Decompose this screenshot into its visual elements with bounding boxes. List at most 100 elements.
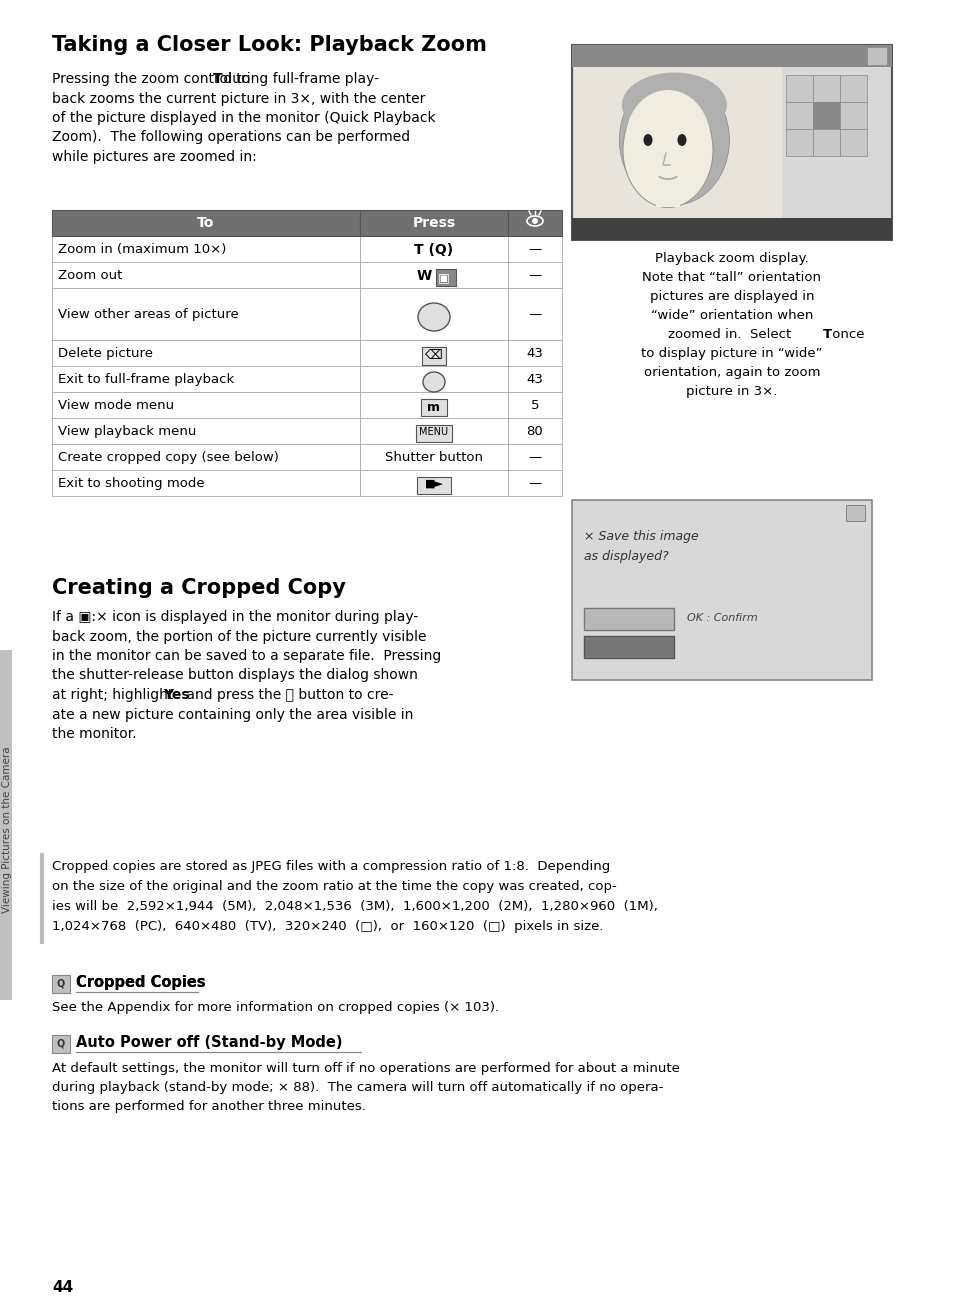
Text: back zooms the current picture in 3×, with the center: back zooms the current picture in 3×, wi…: [52, 92, 425, 105]
Bar: [572, 45, 891, 240]
Text: Viewing Pictures on the Camera: Viewing Pictures on the Camera: [2, 746, 12, 913]
Text: ■:×: ■:×: [597, 49, 617, 59]
Text: tions are performed for another three minutes.: tions are performed for another three mi…: [52, 1100, 366, 1113]
Text: —: —: [528, 451, 541, 464]
Bar: [0, 650, 12, 1000]
Text: Yes: Yes: [163, 689, 190, 702]
Ellipse shape: [677, 134, 686, 146]
Text: Delete picture: Delete picture: [58, 347, 152, 360]
Bar: [359, 288, 507, 340]
Text: At default settings, the monitor will turn off if no operations are performed fo: At default settings, the monitor will tu…: [52, 1062, 679, 1075]
Bar: [52, 261, 359, 288]
Text: Exit to shooting mode: Exit to shooting mode: [58, 477, 204, 490]
Text: Cropped copies are stored as JPEG files with a compression ratio of 1:8.  Depend: Cropped copies are stored as JPEG files …: [52, 859, 610, 872]
Text: Cropped Copies: Cropped Copies: [76, 975, 206, 989]
Bar: [866, 47, 886, 64]
Text: 80: 80: [526, 424, 543, 438]
Text: picture in 3×.: picture in 3×.: [685, 385, 777, 398]
Ellipse shape: [532, 218, 537, 223]
Bar: [507, 261, 561, 288]
Text: See the Appendix for more information on cropped copies (× 103).: See the Appendix for more information on…: [52, 1001, 498, 1014]
Text: 43: 43: [526, 347, 543, 360]
Text: Zoom out: Zoom out: [58, 269, 122, 283]
Bar: [812, 75, 840, 102]
Bar: [583, 608, 673, 629]
Text: Shutter button: Shutter button: [385, 451, 482, 464]
Bar: [785, 129, 812, 156]
Bar: [52, 392, 359, 418]
Bar: [583, 636, 673, 658]
Bar: [416, 424, 452, 442]
Bar: [52, 210, 359, 237]
Text: No: No: [619, 614, 637, 625]
Text: —: —: [528, 307, 541, 321]
Bar: [52, 418, 359, 444]
Bar: [52, 288, 359, 340]
Text: 1,024×768  (PC),  640×480  (TV),  320×240  (□),  or  160×120  (□)  pixels in siz: 1,024×768 (PC), 640×480 (TV), 320×240 (□…: [52, 920, 603, 933]
Text: —: —: [528, 269, 541, 283]
Text: □: □: [868, 49, 878, 59]
Text: of the picture displayed in the monitor (Quick Playback: of the picture displayed in the monitor …: [52, 110, 436, 125]
Text: View mode menu: View mode menu: [58, 399, 174, 413]
Text: ies will be  2,592×1,944  (5M),  2,048×1,536  (3M),  1,600×1,200  (2M),  1,280×9: ies will be 2,592×1,944 (5M), 2,048×1,53…: [52, 900, 658, 913]
Text: Playback zoom display.: Playback zoom display.: [655, 252, 808, 265]
Text: Taking a Closer Look: Playback Zoom: Taking a Closer Look: Playback Zoom: [52, 35, 486, 55]
Text: the shutter-release button displays the dialog shown: the shutter-release button displays the …: [52, 669, 417, 682]
Text: ⌫: ⌫: [425, 350, 442, 361]
Bar: [840, 129, 866, 156]
Text: × Save this image: × Save this image: [583, 530, 698, 543]
Text: Exit to full-frame playback: Exit to full-frame playback: [58, 373, 234, 386]
Text: Press: Press: [412, 215, 456, 230]
Text: T (Q): T (Q): [414, 243, 453, 258]
Text: on the size of the original and the zoom ratio at the time the copy was created,: on the size of the original and the zoom…: [52, 880, 616, 894]
Bar: [656, 187, 679, 208]
Bar: [421, 347, 446, 365]
Bar: [840, 75, 866, 102]
Text: once: once: [827, 328, 864, 342]
Ellipse shape: [618, 75, 729, 205]
Text: “wide” orientation when: “wide” orientation when: [650, 309, 812, 322]
Text: —: —: [528, 243, 541, 256]
Bar: [507, 392, 561, 418]
Bar: [507, 418, 561, 444]
Text: T: T: [213, 72, 222, 85]
Text: while pictures are zoomed in:: while pictures are zoomed in:: [52, 150, 256, 164]
Text: Create cropped copy (see below): Create cropped copy (see below): [58, 451, 278, 464]
Bar: [52, 470, 359, 495]
Bar: [52, 237, 359, 261]
Text: Cropped Copies: Cropped Copies: [76, 975, 206, 989]
Text: Q: Q: [57, 979, 65, 989]
Text: MENU: MENU: [419, 427, 448, 438]
Bar: [416, 477, 451, 494]
Bar: [507, 288, 561, 340]
Bar: [507, 367, 561, 392]
Text: Note that “tall” orientation: Note that “tall” orientation: [641, 271, 821, 284]
Bar: [359, 237, 507, 261]
Bar: [572, 45, 891, 67]
Text: ◄►: Scroll: ◄►: Scroll: [579, 223, 624, 233]
Bar: [507, 210, 561, 237]
Text: To: To: [197, 215, 214, 230]
Ellipse shape: [643, 134, 652, 146]
Text: T: T: [821, 328, 831, 342]
Text: If a ▣:× icon is displayed in the monitor during play-: If a ▣:× icon is displayed in the monito…: [52, 610, 417, 624]
Text: at right; highlight: at right; highlight: [52, 689, 177, 702]
Bar: [507, 340, 561, 367]
Text: OK: OK: [426, 310, 441, 321]
Bar: [52, 367, 359, 392]
Bar: [420, 399, 447, 417]
Text: m: m: [427, 401, 440, 414]
Bar: [359, 261, 507, 288]
Text: Yes: Yes: [618, 641, 639, 654]
Bar: [845, 505, 864, 520]
Text: ▣: ▣: [437, 271, 449, 284]
Text: 43: 43: [526, 373, 543, 386]
Bar: [840, 102, 866, 129]
Text: OK : Confirm: OK : Confirm: [686, 614, 757, 623]
Text: back zoom, the portion of the picture currently visible: back zoom, the portion of the picture cu…: [52, 629, 426, 644]
Text: Auto Power off (Stand-by Mode): Auto Power off (Stand-by Mode): [76, 1035, 342, 1050]
Ellipse shape: [622, 92, 712, 208]
Bar: [574, 67, 781, 219]
Bar: [359, 392, 507, 418]
Text: during playback (stand-by mode; × 88).  The camera will turn off automatically i: during playback (stand-by mode; × 88). T…: [52, 1081, 662, 1095]
